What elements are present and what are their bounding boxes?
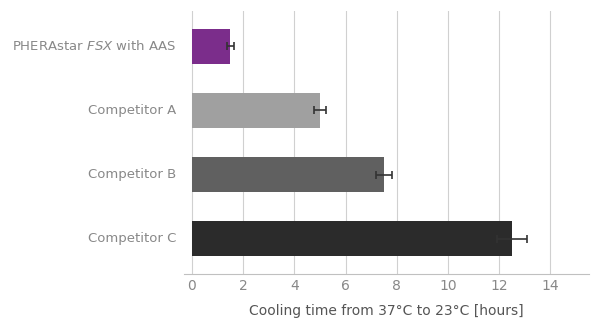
- Bar: [192, 29, 230, 64]
- Text: Competitor C: Competitor C: [88, 232, 176, 245]
- X-axis label: Cooling time from 37°C to 23°C [hours]: Cooling time from 37°C to 23°C [hours]: [249, 304, 524, 318]
- Bar: [192, 93, 320, 128]
- Text: Competitor B: Competitor B: [88, 168, 176, 181]
- Text: Competitor A: Competitor A: [88, 104, 176, 117]
- Text: PHERAstar $\it{FSX}$ with AAS: PHERAstar $\it{FSX}$ with AAS: [13, 39, 176, 53]
- Bar: [192, 221, 512, 256]
- Bar: [192, 157, 384, 192]
